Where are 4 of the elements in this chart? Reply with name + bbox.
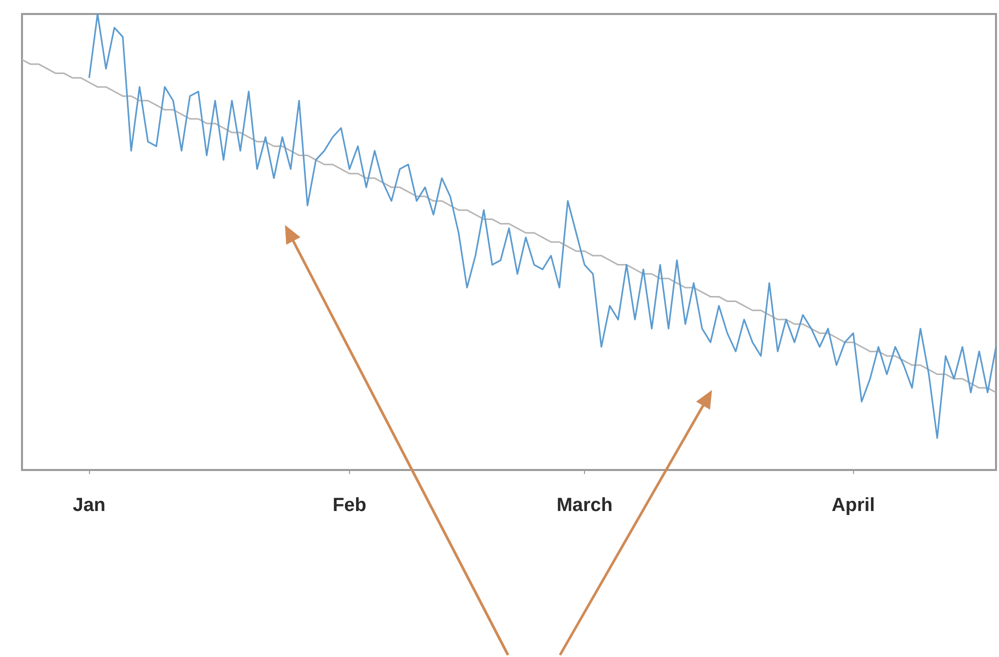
x-tick-label: April bbox=[832, 495, 875, 516]
x-tick-label: March bbox=[556, 495, 613, 516]
x-tick-label: Feb bbox=[332, 495, 366, 516]
x-tick-label: Jan bbox=[72, 495, 106, 516]
